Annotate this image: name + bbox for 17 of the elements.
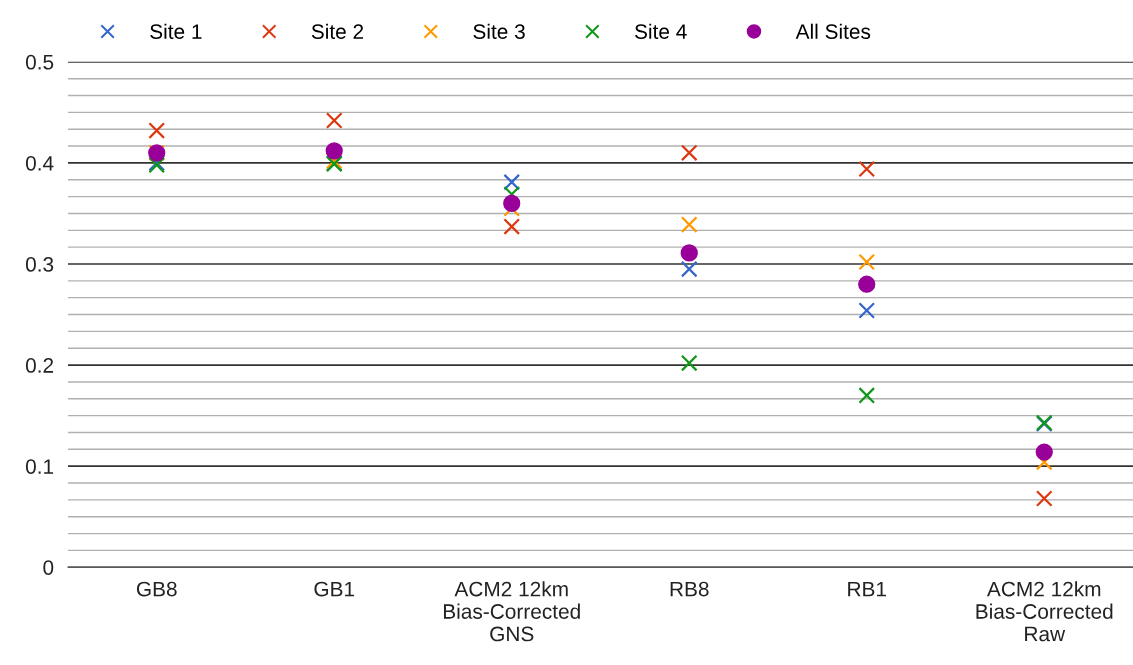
x-tick-label: GB1 xyxy=(314,581,355,597)
y-tick-label: 0.3 xyxy=(25,257,54,272)
y-tick-label: 0.2 xyxy=(25,358,54,373)
y-tick-label: 0 xyxy=(43,560,54,575)
y-tick-label: 0.5 xyxy=(25,54,54,70)
y-tick-label: 0.1 xyxy=(25,459,54,474)
x-tick-label: ACM2 12km Bias-Corrected Raw xyxy=(976,581,1113,642)
y-tick-label: 0.4 xyxy=(25,155,54,171)
x-tick-label: RB1 xyxy=(848,581,886,597)
legend-label: Site 1 xyxy=(150,23,202,39)
legend-label: All Sites xyxy=(795,23,871,39)
x-tick-label: ACM2 12km Bias-Corrected GNS xyxy=(443,581,580,642)
x-tick-label: GB8 xyxy=(136,581,177,597)
legend-label: Site 2 xyxy=(311,23,364,39)
legend-label: Site 4 xyxy=(634,23,687,39)
legend-label: Site 3 xyxy=(473,23,525,39)
x-tick-label: RB8 xyxy=(670,581,709,597)
